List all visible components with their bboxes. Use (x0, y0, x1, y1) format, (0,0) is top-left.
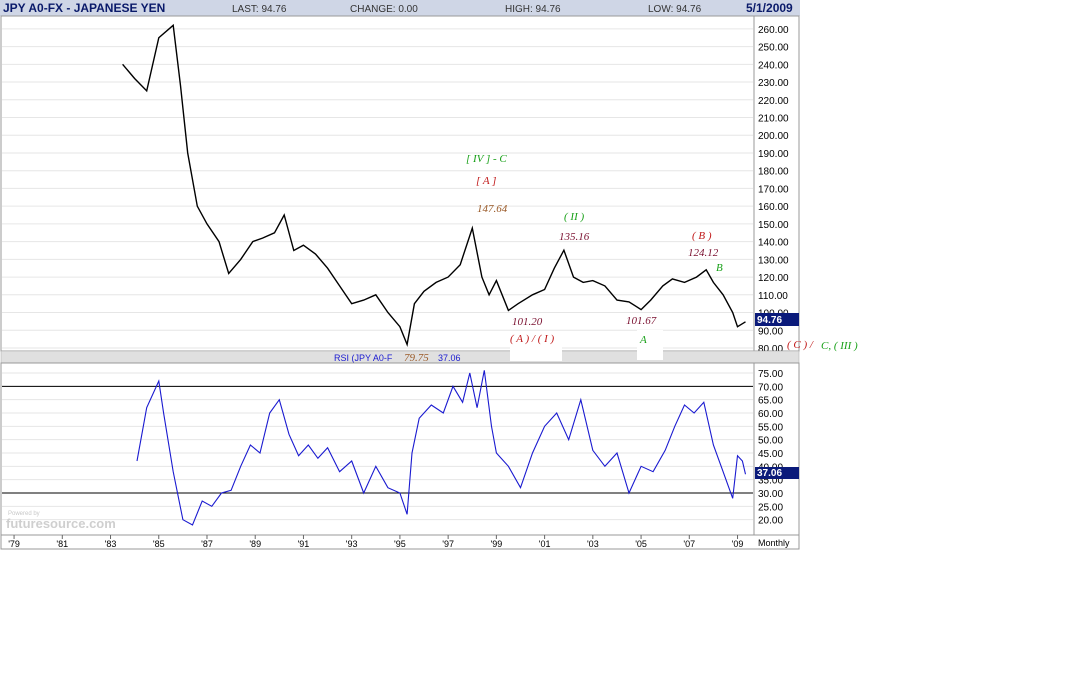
x-tick-label: '83 (105, 539, 117, 549)
rsi-tick-label: 75.00 (758, 369, 783, 380)
x-tick-label: '79 (8, 539, 20, 549)
rsi-last-label: 37.06 (757, 468, 782, 479)
rsi-tick-label: 20.00 (758, 516, 783, 527)
x-tick-label: '93 (346, 539, 358, 549)
wave-label-a: A (639, 334, 647, 346)
trough-label-79-75: 79.75 (404, 352, 429, 364)
x-tick-label: '05 (635, 539, 647, 549)
price-tick-label: 250.00 (758, 43, 789, 54)
wave-label-a-i-bg (510, 331, 562, 361)
x-tick-label: '85 (153, 539, 165, 549)
peak-label-135: 135.16 (559, 231, 590, 243)
price-y-axis: 80.0090.00100.00110.00120.00130.00140.00… (758, 25, 789, 355)
rsi-tick-label: 25.00 (758, 502, 783, 513)
price-tick-label: 200.00 (758, 131, 789, 142)
rsi-tick-label: 30.00 (758, 489, 783, 500)
peak-label-124: 124.12 (688, 247, 719, 259)
last-price-label: 94.76 (757, 315, 782, 326)
x-tick-label: '09 (732, 539, 744, 549)
header-bar (0, 0, 800, 16)
trough-label-101-67: 101.67 (626, 315, 657, 327)
price-series-line (122, 23, 746, 348)
wave-label-c-iii: C, ( III ) (821, 340, 858, 352)
header-low: LOW: 94.76 (648, 4, 702, 15)
price-tick-label: 130.00 (758, 255, 789, 266)
rsi-panel-frame (0, 362, 800, 536)
last-price-badge (755, 313, 799, 326)
rsi-tick-label: 60.00 (758, 409, 783, 420)
price-tick-label: 150.00 (758, 220, 789, 231)
wave-label-a-i: ( A ) / ( I ) (510, 333, 555, 345)
rsi-tick-label: 70.00 (758, 382, 783, 393)
price-tick-label: 160.00 (758, 202, 789, 213)
wave-label-c-red: ( C ) / (787, 339, 814, 351)
price-tick-label: 90.00 (758, 326, 783, 337)
price-tick-label: 190.00 (758, 149, 789, 160)
x-tick-label: '95 (394, 539, 406, 549)
x-tick-label: '81 (56, 539, 68, 549)
rsi-title: RSI (JPY A0-F (334, 353, 393, 363)
rsi-tick-label: 55.00 (758, 422, 783, 433)
x-tick-label: '89 (249, 539, 261, 549)
price-tick-label: 170.00 (758, 184, 789, 195)
price-tick-label: 180.00 (758, 167, 789, 178)
x-tick-label: '99 (491, 539, 503, 549)
price-tick-label: 120.00 (758, 273, 789, 284)
header-date: 5/1/2009 (746, 1, 793, 15)
price-tick-label: 210.00 (758, 114, 789, 125)
rsi-tick-label: 50.00 (758, 436, 783, 447)
x-tick-label: '91 (298, 539, 310, 549)
wave-label-ii: ( II ) (564, 211, 584, 223)
rsi-grid (2, 372, 753, 521)
rsi-series-line (136, 370, 747, 526)
rsi-last-badge (755, 467, 799, 479)
header-symbol: JPY A0-FX - JAPANESE YEN (3, 1, 165, 15)
x-tick-label: '01 (539, 539, 551, 549)
wave-label-a-bracket: [ A ] (476, 175, 496, 187)
rsi-tick-label: 35.00 (758, 476, 783, 487)
x-tick-label: '97 (442, 539, 454, 549)
header-last: LAST: 94.76 (232, 4, 287, 15)
trough-label-101-20: 101.20 (512, 316, 543, 328)
price-tick-label: 230.00 (758, 78, 789, 89)
price-tick-label: 140.00 (758, 238, 789, 249)
x-axis: '79 '81 '83 '85 '87 '89 '91 '93 '95 '97 '99 '01 '03 '… (8, 535, 743, 549)
wave-label-b-paren: ( B ) (692, 230, 712, 242)
rsi-tick-label: 45.00 (758, 449, 783, 460)
price-panel-frame (0, 15, 800, 352)
price-grid (2, 28, 753, 349)
x-axis-period: Monthly (758, 538, 790, 548)
price-tick-label: 240.00 (758, 60, 789, 71)
watermark-brand: futuresource.com (6, 516, 116, 531)
wave-label-iv-c: [ IV ] - C (466, 153, 507, 165)
x-tick-label: '03 (587, 539, 599, 549)
peak-label-147: 147.64 (477, 203, 508, 215)
x-tick-label: '87 (201, 539, 213, 549)
wave-label-b: B (716, 262, 723, 274)
watermark-powered: Powered by (8, 511, 40, 517)
rsi-tick-label: 65.00 (758, 396, 783, 407)
header-high: HIGH: 94.76 (505, 4, 561, 15)
price-tick-label: 80.00 (758, 344, 783, 355)
price-tick-label: 260.00 (758, 25, 789, 36)
rsi-current-value: 37.06 (438, 353, 461, 363)
header-change: CHANGE: 0.00 (350, 4, 418, 15)
wave-label-a-bg (637, 330, 663, 360)
price-tick-label: 110.00 (758, 291, 788, 302)
x-tick-label: '07 (683, 539, 695, 549)
rsi-title-strip (0, 350, 800, 364)
price-tick-label: 220.00 (758, 96, 789, 107)
